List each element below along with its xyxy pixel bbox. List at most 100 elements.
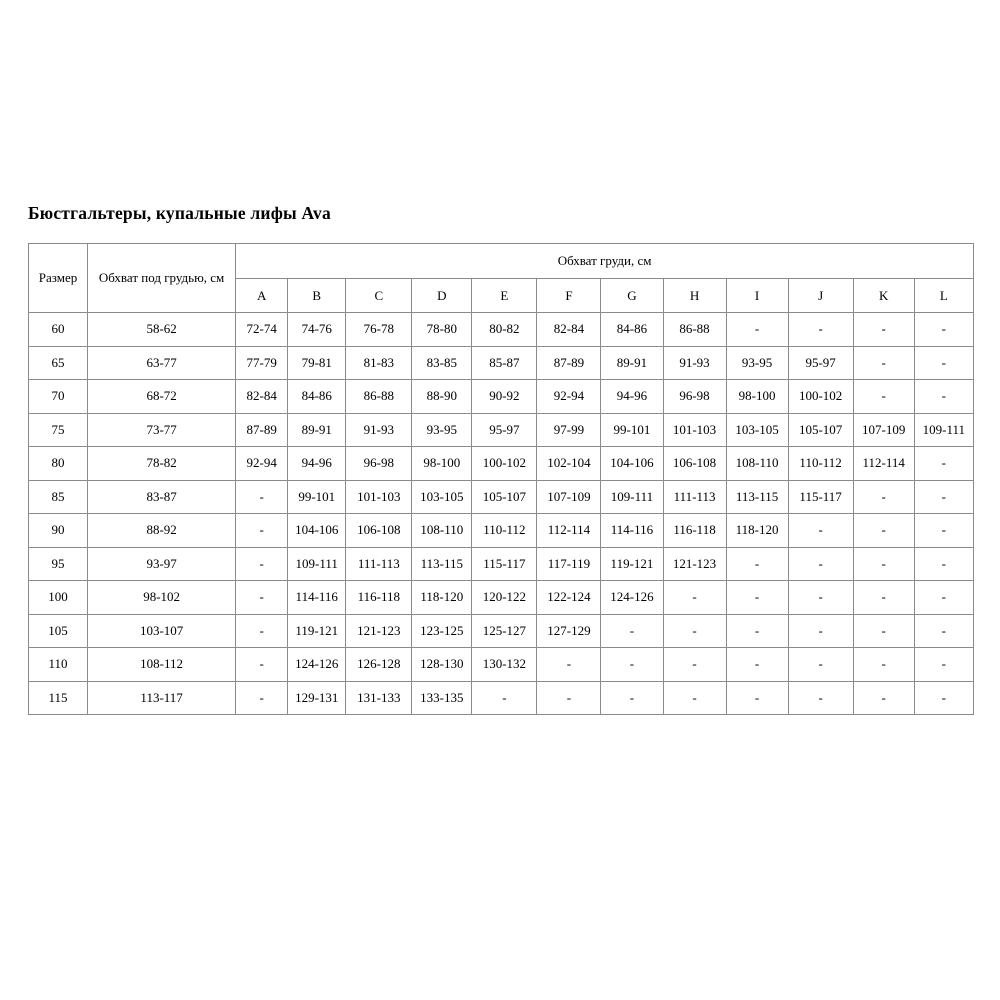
cup-cell: -	[913, 613, 975, 648]
cup-cell: -	[725, 312, 789, 347]
underbust-cell: 63-77	[87, 345, 237, 380]
cup-cell: -	[235, 580, 289, 615]
cup-cell: 125-127	[471, 613, 538, 648]
size-column-header: Размер	[27, 243, 89, 313]
cup-cell: 103-105	[411, 479, 473, 514]
cup-cell: 101-103	[662, 412, 727, 447]
underbust-cell: 103-107	[87, 613, 237, 648]
cup-cell: 121-123	[662, 546, 727, 581]
cup-cell: -	[725, 647, 789, 682]
cup-cell: -	[662, 680, 727, 715]
cup-cell: 110-112	[471, 513, 538, 548]
size-cell: 80	[27, 446, 89, 481]
cup-cell: 86-88	[662, 312, 727, 347]
cup-cell: 109-111	[600, 479, 664, 514]
cup-cell: 92-94	[235, 446, 289, 481]
cup-cell: 119-121	[287, 613, 347, 648]
cup-cell: 108-110	[411, 513, 473, 548]
underbust-column-header: Обхват под грудью, см	[87, 243, 237, 313]
cup-column-header: J	[787, 278, 854, 313]
cup-cell: 96-98	[345, 446, 413, 481]
cup-cell: 112-114	[852, 446, 915, 481]
table-row: 80 78-82 92-94 94-96 96-98 98-100 100-102 102-1…	[27, 446, 975, 481]
cup-cell: 95-97	[471, 412, 538, 447]
cup-cell: 84-86	[287, 379, 347, 414]
cup-cell: 107-109	[852, 412, 915, 447]
table-row: 105 103-107-119-121 121-123 123-125 125-127 1…	[27, 613, 975, 648]
table-row: 75 73-77 87-89 89-91 91-93 93-95 95-97 97-99 99-…	[27, 412, 975, 447]
table-row: 60 58-62 72-74 74-76 76-78 78-80 80-82 82-84 84-…	[27, 312, 975, 347]
cup-cell: 106-108	[662, 446, 727, 481]
header-row-top: Размер Обхват под грудью, см Обхват груд…	[27, 243, 974, 313]
cup-cell: 104-106	[287, 513, 347, 548]
table-row: 70 68-72 82-84 84-86 86-88 88-90 90-92 92-94 94-…	[27, 379, 975, 414]
cup-cell: -	[536, 680, 602, 715]
cup-column-header: G	[600, 278, 664, 313]
cup-cell: 87-89	[235, 412, 289, 447]
cup-cell: 89-91	[287, 412, 347, 447]
cup-column-header: L	[913, 278, 975, 313]
cup-cell: -	[852, 613, 915, 648]
cup-cell: -	[913, 379, 975, 414]
cup-cell: -	[787, 513, 854, 548]
cup-cell: -	[787, 580, 854, 615]
cup-cell: 90-92	[471, 379, 538, 414]
bust-group-header: Обхват груди, см	[235, 243, 974, 279]
size-cell: 85	[27, 479, 89, 514]
cup-cell: 114-116	[600, 513, 664, 548]
cup-cell: 94-96	[600, 379, 664, 414]
cup-cell: 103-105	[725, 412, 789, 447]
cup-cell: 108-110	[725, 446, 789, 481]
cup-cell: -	[852, 680, 915, 715]
cup-cell: 121-123	[345, 613, 413, 648]
size-cell: 100	[27, 580, 89, 615]
cup-cell: -	[235, 479, 289, 514]
cup-cell: 91-93	[345, 412, 413, 447]
cup-cell: 109-111	[287, 546, 347, 581]
table-row: 85 83-87-99-101 101-103 103-105 105-107 107-1…	[27, 479, 975, 514]
cup-cell: -	[600, 680, 664, 715]
cup-cell: 117-119	[536, 546, 602, 581]
cup-cell: 116-118	[662, 513, 727, 548]
cup-cell: 78-80	[411, 312, 473, 347]
cup-cell: -	[913, 446, 975, 481]
cup-cell: 89-91	[600, 345, 664, 380]
table-row: 115 113-117-129-131 131-133 133-135- - - - - - - -	[27, 680, 975, 715]
cup-cell: -	[913, 345, 975, 380]
cup-cell: -	[662, 613, 727, 648]
underbust-cell: 58-62	[87, 312, 237, 347]
cup-column-header: H	[662, 278, 727, 313]
cup-cell: 95-97	[787, 345, 854, 380]
cup-cell: -	[852, 647, 915, 682]
cup-cell: 74-76	[287, 312, 347, 347]
cup-column-header: B	[287, 278, 347, 313]
cup-cell: 82-84	[536, 312, 602, 347]
cup-cell: 88-90	[411, 379, 473, 414]
table-row: 110 108-112-124-126 126-128 128-130 130-132-…	[27, 647, 975, 682]
underbust-cell: 98-102	[87, 580, 237, 615]
cup-cell: 93-95	[725, 345, 789, 380]
size-cell: 90	[27, 513, 89, 548]
underbust-cell: 93-97	[87, 546, 237, 581]
cup-cell: -	[662, 580, 727, 615]
cup-cell: 115-117	[471, 546, 538, 581]
cup-cell: -	[852, 345, 915, 380]
cup-cell: 101-103	[345, 479, 413, 514]
cup-cell: -	[787, 613, 854, 648]
underbust-cell: 78-82	[87, 446, 237, 481]
cup-cell: 87-89	[536, 345, 602, 380]
size-cell: 60	[27, 312, 89, 347]
cup-cell: -	[787, 647, 854, 682]
underbust-cell: 108-112	[87, 647, 237, 682]
cup-cell: -	[600, 613, 664, 648]
cup-cell: 122-124	[536, 580, 602, 615]
cup-cell: 100-102	[471, 446, 538, 481]
cup-cell: 110-112	[787, 446, 854, 481]
cup-cell: 99-101	[287, 479, 347, 514]
cup-cell: 124-126	[287, 647, 347, 682]
cup-cell: 128-130	[411, 647, 473, 682]
cup-cell: 93-95	[411, 412, 473, 447]
cup-cell: 98-100	[411, 446, 473, 481]
cup-cell: 102-104	[536, 446, 602, 481]
table-row: 90 88-92-104-106 106-108 108-110 110-112 112-…	[27, 513, 975, 548]
